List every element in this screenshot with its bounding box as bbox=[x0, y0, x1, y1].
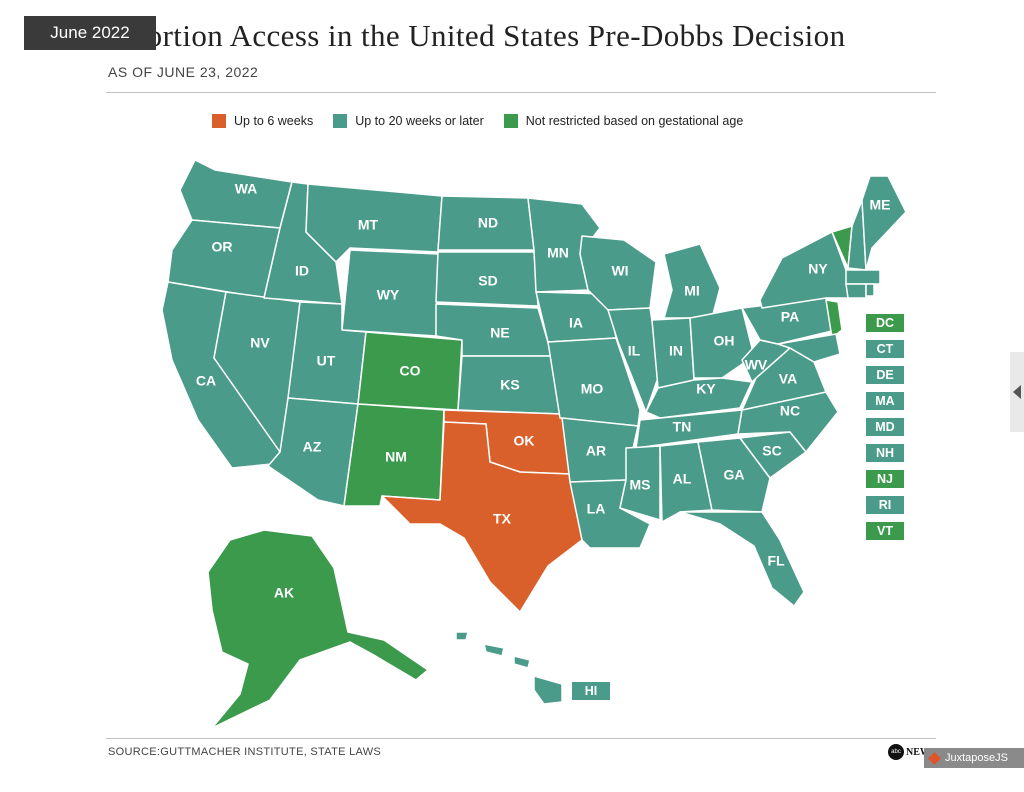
state-label-tx: TX bbox=[493, 511, 512, 527]
state-ms bbox=[619, 445, 661, 521]
state-label-co: CO bbox=[400, 363, 421, 379]
state-label-wv: WV bbox=[745, 357, 768, 373]
state-label-mo: MO bbox=[581, 381, 604, 397]
state-al bbox=[659, 441, 713, 523]
small-state-vt: VT bbox=[866, 522, 904, 540]
state-fl bbox=[679, 511, 805, 607]
state-label-nv: NV bbox=[250, 335, 270, 351]
state-label-il: IL bbox=[628, 343, 641, 359]
state-label-mn: MN bbox=[547, 245, 569, 261]
logo-text: NEWS bbox=[906, 746, 936, 758]
state-label-ky: KY bbox=[696, 381, 716, 397]
state-ma bbox=[845, 269, 881, 285]
state-label-ok: OK bbox=[514, 433, 535, 449]
small-state-dc: DC bbox=[866, 314, 904, 332]
state-hi-island bbox=[483, 643, 505, 657]
slider-handle[interactable] bbox=[1010, 352, 1024, 432]
state-label-wy: WY bbox=[377, 287, 400, 303]
small-state-ri: RI bbox=[866, 496, 904, 514]
state-il bbox=[607, 307, 661, 413]
state-label-la: LA bbox=[587, 501, 606, 517]
state-label-mi: MI bbox=[684, 283, 700, 299]
state-label-ca: CA bbox=[196, 373, 216, 389]
legend-item-not-restricted: Not restricted based on gestational age bbox=[503, 114, 744, 128]
state-label-hi: HI bbox=[572, 682, 610, 700]
juxtapose-icon bbox=[928, 751, 941, 765]
state-sd bbox=[435, 251, 539, 307]
legend-item-20-weeks: Up to 20 weeks or later bbox=[333, 114, 484, 128]
abc-news-logo: abc NEWS bbox=[888, 744, 935, 760]
map-title: Abortion Access in the United States Pre… bbox=[108, 18, 846, 53]
state-label-nm: NM bbox=[385, 449, 407, 465]
state-label-ms: MS bbox=[630, 477, 651, 493]
legend-swatch bbox=[212, 114, 226, 128]
state-ri bbox=[865, 283, 875, 297]
map-subtitle: AS OF JUNE 23, 2022 bbox=[108, 64, 259, 80]
state-hi-island bbox=[533, 675, 563, 705]
state-label-ga: GA bbox=[724, 467, 745, 483]
state-mi bbox=[663, 243, 721, 319]
legend-swatch bbox=[503, 114, 518, 128]
state-label-tn: TN bbox=[673, 419, 692, 435]
abc-logo-icon: abc bbox=[888, 744, 904, 760]
source-note: SOURCE:GUTTMACHER INSTITUTE, STATE LAWS bbox=[108, 746, 382, 758]
bottom-divider bbox=[106, 738, 936, 739]
state-label-in: IN bbox=[669, 343, 683, 359]
state-hi-island bbox=[455, 631, 469, 641]
state-tx bbox=[381, 421, 583, 613]
legend: Up to 6 weeks Up to 20 weeks or later No… bbox=[212, 114, 743, 128]
state-label-or: OR bbox=[212, 239, 233, 255]
state-label-mt: MT bbox=[358, 217, 379, 233]
date-badge: June 2022 bbox=[24, 16, 156, 50]
state-label-oh: OH bbox=[714, 333, 735, 349]
state-hi-island bbox=[513, 655, 531, 669]
small-state-ct: CT bbox=[866, 340, 904, 358]
small-state-md: MD bbox=[866, 418, 904, 436]
small-states-column: DC CT DE MA MD NH NJ RI VT bbox=[866, 314, 904, 540]
state-label-sd: SD bbox=[478, 273, 497, 289]
legend-label: Not restricted based on gestational age bbox=[525, 114, 744, 128]
state-label-pa: PA bbox=[781, 309, 799, 325]
state-label-va: VA bbox=[779, 371, 797, 387]
state-nj bbox=[825, 299, 843, 339]
state-oh bbox=[689, 307, 755, 379]
state-label-fl: FL bbox=[767, 553, 785, 569]
state-me bbox=[861, 175, 907, 271]
state-ny bbox=[759, 231, 849, 309]
state-label-nd: ND bbox=[478, 215, 498, 231]
juxtapose-label: JuxtaposeJS bbox=[945, 752, 1008, 764]
state-ct bbox=[845, 283, 867, 299]
small-state-ma: MA bbox=[866, 392, 904, 410]
state-label-ks: KS bbox=[500, 377, 519, 393]
state-label-me: ME bbox=[870, 197, 891, 213]
state-label-wa: WA bbox=[235, 181, 258, 197]
state-ga bbox=[697, 437, 771, 513]
legend-item-6-weeks: Up to 6 weeks bbox=[212, 114, 313, 128]
legend-swatch bbox=[333, 114, 348, 128]
state-label-az: AZ bbox=[303, 439, 322, 455]
legend-label: Up to 6 weeks bbox=[234, 114, 314, 128]
state-ak bbox=[207, 529, 429, 729]
juxtapose-credit[interactable]: JuxtaposeJS bbox=[924, 748, 1024, 768]
state-label-sc: SC bbox=[762, 443, 781, 459]
state-label-ny: NY bbox=[808, 261, 828, 277]
top-divider bbox=[106, 92, 936, 93]
small-state-de: DE bbox=[866, 366, 904, 384]
state-label-ar: AR bbox=[586, 443, 606, 459]
legend-label: Up to 20 weeks or later bbox=[355, 114, 484, 128]
state-label-ne: NE bbox=[490, 325, 509, 341]
small-state-nh: NH bbox=[866, 444, 904, 462]
state-label-al: AL bbox=[673, 471, 692, 487]
state-label-ut: UT bbox=[317, 353, 336, 369]
state-label-ak: AK bbox=[274, 585, 294, 601]
small-state-nj: NJ bbox=[866, 470, 904, 488]
state-label-id: ID bbox=[295, 263, 309, 279]
state-md bbox=[777, 333, 841, 363]
state-label-nc: NC bbox=[780, 403, 800, 419]
state-mo bbox=[547, 337, 641, 427]
chevron-left-icon bbox=[1013, 385, 1021, 399]
state-label-wi: WI bbox=[611, 263, 628, 279]
state-label-ia: IA bbox=[569, 315, 583, 331]
